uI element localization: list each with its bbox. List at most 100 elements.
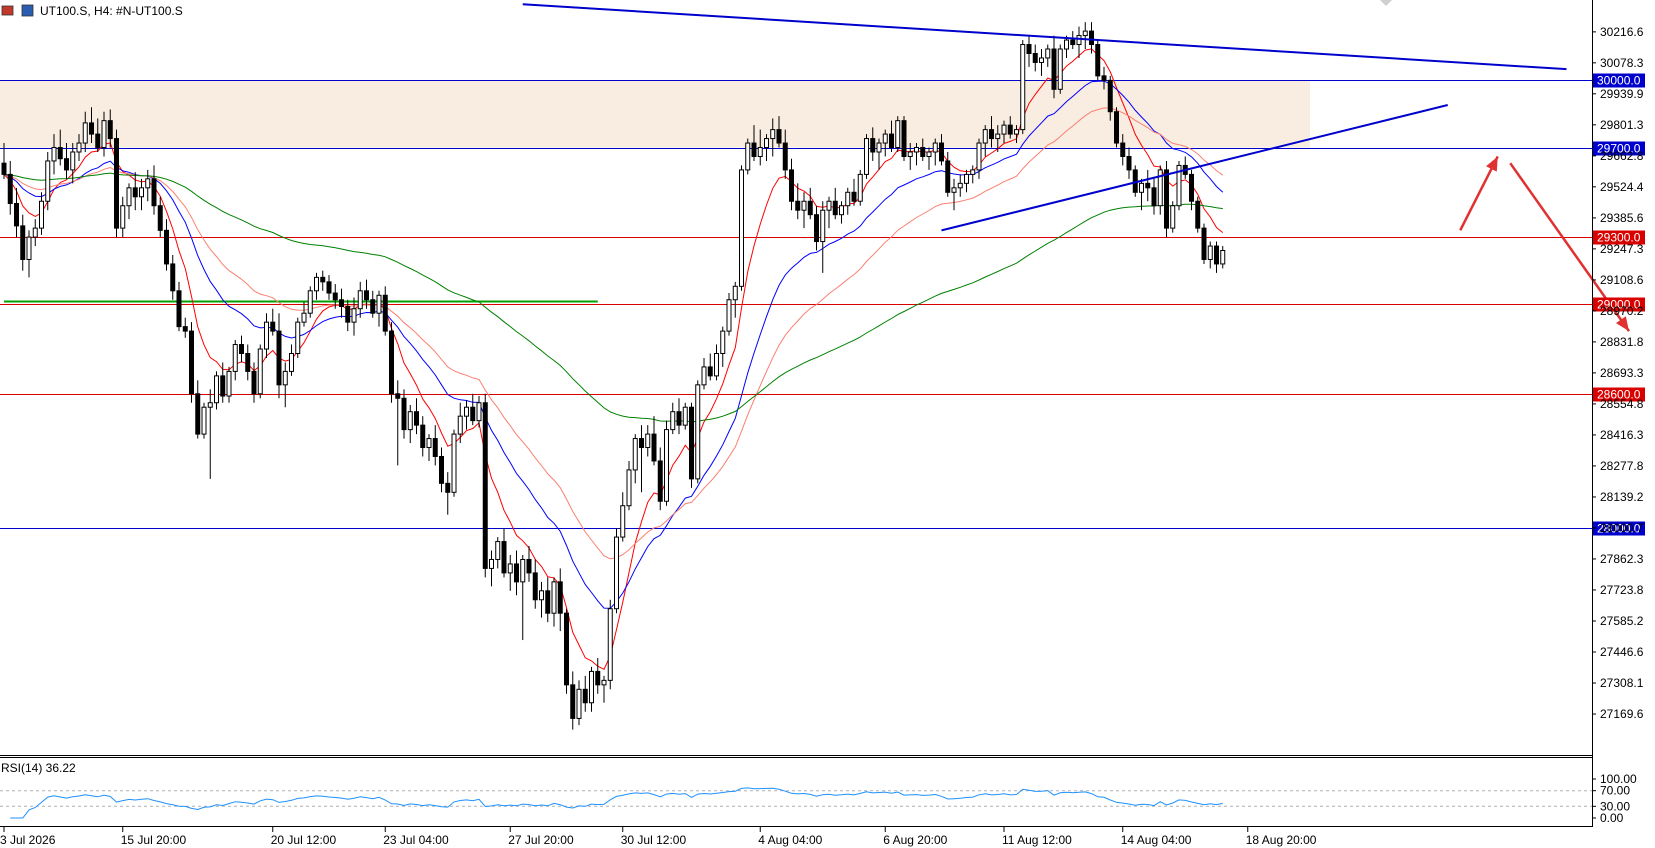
candle-bull — [1082, 30, 1088, 37]
candle-bear — [751, 142, 757, 157]
candle-bear — [432, 438, 438, 457]
price-tick-label: 29801.3 — [1600, 118, 1644, 132]
candle-bull — [1001, 124, 1007, 135]
candle-bull — [845, 191, 851, 207]
candle-bull — [682, 406, 688, 426]
candle-bull — [257, 348, 263, 395]
candle-bull — [207, 402, 213, 408]
time-tick-label: 15 Jul 20:00 — [121, 833, 187, 847]
level-price-tag-text: 28600.0 — [1597, 388, 1641, 402]
candle-bear — [189, 330, 194, 395]
candle-bull — [1139, 182, 1144, 193]
candle-bull — [476, 402, 482, 422]
candle-bull — [876, 142, 882, 153]
candle-bull — [589, 670, 594, 704]
scroll-marker-icon[interactable] — [1380, 0, 1392, 6]
candle-bear — [814, 214, 819, 243]
candle-bear — [89, 122, 94, 135]
candle-bull — [764, 138, 769, 149]
candle-bear — [1051, 48, 1057, 90]
time-tick-label: 14 Aug 04:00 — [1121, 833, 1192, 847]
candle-bull — [139, 187, 144, 198]
candle-bear — [445, 482, 451, 493]
candle-bear — [270, 321, 276, 332]
candle-bear — [1164, 169, 1169, 229]
candle-bear — [7, 173, 13, 204]
trendlines[interactable] — [522, 3, 1567, 232]
candle-bull — [301, 312, 307, 323]
ma-green-line — [3, 172, 1223, 423]
candle-bear — [64, 158, 69, 171]
time-axis: 3 Jul 2026 15 Jul 20:00 20 Jul 12:00 23 Jul… — [0, 827, 1317, 847]
candle-bear — [401, 397, 407, 431]
candle-bear — [1195, 200, 1201, 229]
candle-bull — [882, 133, 888, 144]
candle-bull — [926, 151, 932, 157]
price-axis: 30000.0 29700.0 29300.0 29000.0 28600.0 28000… — [1592, 25, 1645, 721]
level-price-tag — [1593, 521, 1645, 536]
time-tick-label: 30 Jul 12:00 — [621, 833, 687, 847]
ma-fast-line — [3, 48, 1224, 670]
candle-bull — [145, 178, 151, 189]
candle-bear — [807, 200, 813, 216]
candle-bear — [514, 563, 519, 583]
candle-bear — [1026, 44, 1032, 54]
candle-bear — [170, 263, 176, 292]
candle-bull — [295, 321, 301, 354]
candle-bear — [370, 299, 376, 314]
time-tick-label: 3 Jul 2026 — [0, 833, 56, 847]
candle-bull — [645, 433, 651, 449]
candle-bear — [782, 142, 788, 171]
candle-bull — [632, 438, 638, 471]
horizontal-levels[interactable] — [0, 80, 1592, 529]
candle-bull — [864, 138, 869, 175]
candle-bull — [407, 411, 413, 431]
time-tick-label: 23 Jul 04:00 — [383, 833, 449, 847]
candle-bear — [1145, 182, 1151, 189]
candle-bull — [951, 187, 957, 193]
candle-bull — [264, 321, 269, 350]
candle-bull — [839, 205, 844, 216]
candle-bull — [1045, 48, 1051, 59]
candle-bull — [907, 151, 913, 157]
time-tick-label: 11 Aug 12:00 — [1002, 833, 1072, 847]
candle-bear — [176, 290, 182, 328]
candle-bull — [1064, 39, 1069, 50]
candle-bull — [232, 344, 238, 372]
menu-icon[interactable] — [1, 5, 14, 16]
candle-bear — [657, 460, 663, 502]
zone-rect — [0, 80, 1310, 148]
level-price-tag-text: 29000.0 — [1597, 298, 1641, 312]
candle-bear — [114, 138, 119, 229]
price-tick-label: 29108.6 — [1600, 273, 1644, 287]
price-tick-label: 29524.4 — [1600, 180, 1644, 194]
candle-bull — [51, 147, 57, 162]
candle-bull — [1014, 129, 1019, 135]
arrow-head — [1486, 156, 1498, 172]
candle-bear — [389, 330, 394, 395]
candle-bull — [820, 209, 826, 243]
candle-bull — [82, 122, 88, 144]
candle-bull — [214, 375, 219, 404]
candlesticks — [1, 22, 1226, 730]
candle-bear — [564, 612, 569, 686]
time-tick-label: 6 Aug 20:00 — [883, 833, 947, 847]
candle-bear — [676, 411, 682, 426]
chart-type-icon[interactable] — [21, 4, 34, 17]
candle-bear — [251, 370, 257, 395]
price-tick-label: 28000.7 — [1600, 521, 1644, 535]
candle-bear — [939, 142, 944, 162]
candle-bear — [832, 200, 838, 216]
price-tick-label: 27169.6 — [1600, 707, 1644, 721]
candle-bear — [789, 169, 794, 202]
candle-bull — [1207, 245, 1213, 260]
candle-bull — [126, 187, 132, 207]
level-price-tag — [1593, 73, 1645, 88]
candle-bull — [289, 352, 294, 372]
rsi-tick-label: 100.00 — [1600, 772, 1637, 786]
candle-bull — [982, 129, 988, 144]
candle-bull — [726, 299, 732, 332]
candle-bear — [107, 120, 113, 140]
candle-bull — [826, 200, 832, 211]
